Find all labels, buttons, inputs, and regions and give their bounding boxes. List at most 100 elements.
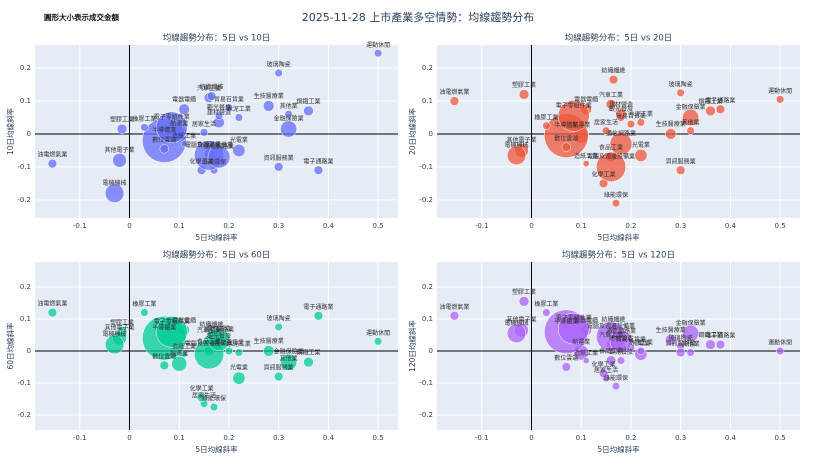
point-label: 光電業 [632,141,650,149]
bubble [518,296,530,307]
bubble [636,346,645,356]
bubble [449,311,460,321]
x-tick-label: 0.5 [775,222,786,230]
bubble [542,308,551,317]
point-label: 電子零組件業 [154,317,190,325]
bubble [582,160,590,167]
point-label: 半導體業 [554,317,578,325]
point-label: 建材營造 [609,100,633,108]
y-tick-label: -0.2 [419,411,433,419]
point-label: 鋼鐵工業 [698,331,722,339]
point-label: 化學工業 [592,360,616,368]
x-tick-label: 0.2 [625,222,636,230]
bubble [180,140,188,148]
point-label: 電子通路業 [705,332,735,340]
y-tick-label: 0 [429,130,433,138]
bubble [155,315,188,348]
bubble [605,99,617,110]
x-tick-label: -0.1 [73,434,87,442]
point-label: 電機機械 [103,179,127,187]
bubble [561,362,571,372]
bubble [616,113,626,122]
point-label: 生技醫療業 [254,92,284,100]
bubble [274,371,284,382]
bubble [374,337,383,346]
point-label: 綠能環保 [202,158,226,166]
bubble [686,348,695,357]
point-label: 生技醫療業 [254,337,284,345]
y-tick-label: -0.2 [17,411,31,419]
y-tick-label: -0.1 [17,163,31,171]
point-label: 其他電子業 [507,136,537,144]
point-label: 電器電纜 [574,316,598,324]
bubble [557,100,590,132]
point-label: 貿易百貨業 [214,95,244,103]
y-tick-label: 0.1 [20,315,31,323]
point-label: 紡織纖維 [602,316,626,324]
point-label: 電子通路業 [303,303,333,311]
point-label: 生技醫療業 [656,120,686,128]
point-label: 貿易百貨業 [214,339,244,347]
bubble [112,153,127,168]
point-label: 電機機械 [505,319,529,327]
bubble [180,350,188,358]
point-label: 其他電子業 [105,146,135,154]
bubble [602,126,611,135]
bubble [303,105,314,117]
bubble [705,339,716,350]
bubble [178,103,190,115]
point-label: 電腦及週邊設備業 [587,322,635,330]
point-label: 汽車工業 [197,326,221,334]
bubble [626,120,635,129]
point-label: 水泥工業 [629,110,653,118]
point-label: 汽車工業 [599,91,623,99]
point-label: 生技醫療業 [656,326,686,334]
point-label: 鋼鐵工業 [296,349,320,357]
point-label: 光電業 [632,340,650,348]
bubble [274,162,284,172]
point-label: 觀光餐旅 [609,348,633,356]
bubble [705,105,716,117]
bubble [104,183,125,203]
y-tick-label: 0 [27,130,31,138]
bubble [676,165,686,175]
point-label: 金融保險業 [274,115,304,123]
point-label: 綠能環保 [202,395,226,403]
point-label: 紡織纖維 [200,320,224,328]
bubble [506,145,527,165]
point-label: 造紙工業 [574,152,598,160]
point-label: 汽車工業 [599,331,623,339]
point-label: 油電燃氣業 [37,300,67,308]
point-label: 運動休閒 [366,41,390,49]
bubble [206,91,217,101]
x-tick-label: 0.4 [725,222,737,230]
y-axis-title: 10日均線斜率 [5,107,15,155]
point-label: 食品工業 [197,338,221,346]
point-label: 電子零組件業 [556,101,592,109]
point-label: 建材營造 [609,334,633,342]
point-label: 油電燃氣業 [37,151,67,159]
y-tick-label: 0.2 [20,283,31,291]
point-label: 資訊服務業 [264,364,294,372]
bubble [609,132,633,156]
bubble [280,120,298,138]
x-tick-label: 0.2 [223,434,234,442]
subplot-title: 均線趨勢分布：5日 vs 10日 [163,33,271,44]
bubble [665,128,677,140]
point-label: 水泥工業 [629,339,653,347]
point-label: 玻璃陶瓷 [267,315,291,323]
point-label: 電機機械 [103,330,127,338]
x-tick-label: 0.1 [576,434,587,442]
bubble [140,123,149,132]
point-label: 塑膠工業 [512,81,536,89]
point-label: 數位雲端 [554,354,578,362]
bubble [374,49,383,58]
point-label: 金融保險業 [676,319,706,327]
bubble [605,355,617,366]
plot-area [35,45,398,218]
point-label: 鋼鐵工業 [698,97,722,105]
bubble [232,371,246,385]
point-label: 建材營造 [207,324,231,332]
bubble [609,330,633,353]
